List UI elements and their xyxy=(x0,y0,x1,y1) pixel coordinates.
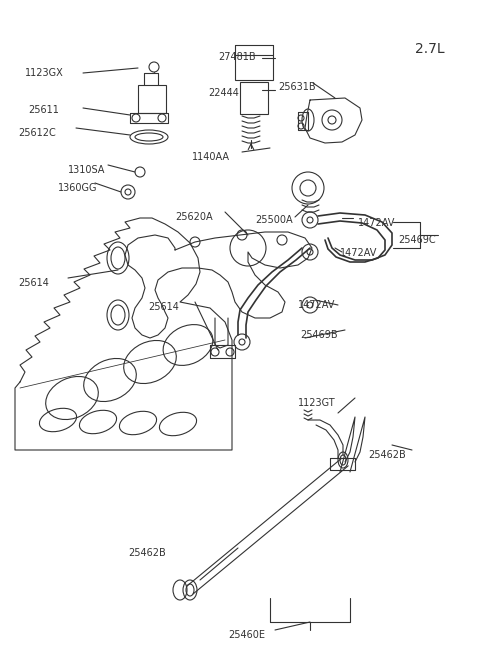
Text: 25460E: 25460E xyxy=(228,630,265,640)
Text: 1472AV: 1472AV xyxy=(340,248,377,258)
Text: 25500A: 25500A xyxy=(255,215,293,225)
Text: 1472AV: 1472AV xyxy=(358,218,396,228)
Text: 25462B: 25462B xyxy=(368,450,406,460)
Text: 25620A: 25620A xyxy=(175,212,213,222)
Text: 2.7L: 2.7L xyxy=(415,42,444,56)
Text: 25611: 25611 xyxy=(28,105,59,115)
Text: 25612C: 25612C xyxy=(18,128,56,138)
Text: 25469B: 25469B xyxy=(300,330,337,340)
Text: 1310SA: 1310SA xyxy=(68,165,106,175)
Text: 22444: 22444 xyxy=(208,88,239,98)
Text: 1472AV: 1472AV xyxy=(298,300,336,310)
Text: 25631B: 25631B xyxy=(278,82,316,92)
Text: 25462B: 25462B xyxy=(128,548,166,558)
Text: 25469C: 25469C xyxy=(398,235,436,245)
Text: 1123GX: 1123GX xyxy=(25,68,64,78)
Text: 1140AA: 1140AA xyxy=(192,152,230,162)
Bar xyxy=(235,55,273,80)
Bar xyxy=(138,85,166,113)
Text: 27481B: 27481B xyxy=(218,52,256,62)
Text: 1360GG: 1360GG xyxy=(58,183,97,193)
Bar xyxy=(240,82,268,114)
Text: 25614: 25614 xyxy=(148,302,179,312)
Text: 1123GT: 1123GT xyxy=(298,398,336,408)
Text: 25614: 25614 xyxy=(18,278,49,288)
